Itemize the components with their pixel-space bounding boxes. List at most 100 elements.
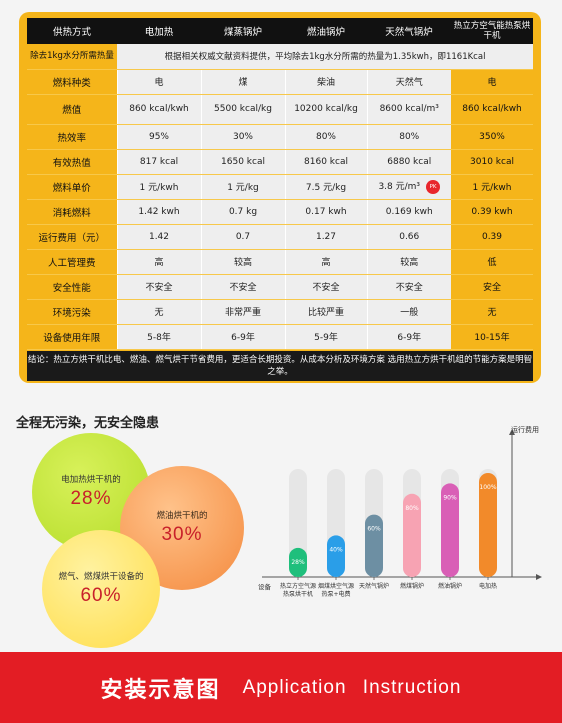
table-header-cell: 热立方空气能热泵烘干机 [451,18,533,44]
table-row: 设备使用年限 5-8年 6-9年 5-9年 6-9年 10-15年 [27,324,533,350]
table-cell: 5500 kcal/kg [200,94,285,125]
table-cell-text: 0.66 [399,231,420,242]
bubble-gas-coal: 燃气、燃煤烘干设备的 60% [42,530,160,648]
table-cell-text: 80% [315,131,336,142]
table-cell-text: 1650 kcal [221,156,265,167]
table-row-label: 除去1kg水分所需热量 [27,44,117,70]
table-row: 安全性能 不安全 不安全 不安全 不安全 安全 [27,274,533,300]
table-cell: 860 kcal/kwh [116,94,201,125]
table-cell: 80% [366,124,451,150]
table-header-row: 供热方式 电加热 煤蒸锅炉 燃油锅炉 天然气锅炉 热立方空气能热泵烘干机 [27,18,533,44]
table-cell-text: 0.39 kwh [471,206,513,217]
table-cell-text: 3.8 元/m³ [378,182,421,193]
table-cell-text: 高 [154,258,164,268]
table-cell-text: 860 kcal/kwh [129,104,189,114]
banner-title-en: Application Instruction [242,676,462,698]
table-cell: 30% [200,124,285,150]
table-cell: 1 元/kwh [451,174,533,200]
table-cell-text: 0.169 kwh [385,206,433,217]
x-tick-label: 烟煤烘空气源热泵+电费 [318,582,354,598]
table-note-row: 除去1kg水分所需热量 根据相关权威文献资料提供，平均除去1kg水分所需的热量为1… [27,44,533,70]
table-cell-text: 不安全 [229,283,257,293]
table-cell: 较高 [366,249,451,275]
bar-value-label: 80% [405,505,419,512]
table-cell: 0.66 [366,224,451,250]
table-cell-text: 无 [487,308,497,318]
table-cell-text: 0.39 [481,231,503,242]
table-cell: 0.7 [200,224,285,250]
table-cell-text: 电 [154,78,164,88]
conclusion-text: 结论：热立方烘干机比电、燃油、燃气烘干节省费用，更适合长期投资。从成本分析及环境… [27,350,533,381]
table-cell-text: 80% [399,131,420,142]
table-cell: 0.7 kg [200,199,285,225]
table-cell-text: 1.27 [315,231,337,242]
table-row: 燃料单价 1 元/kwh 1 元/kg 7.5 元/kg 3.8 元/m³ PK 1 元/k… [27,174,533,200]
table-row: 消耗燃料 1.42 kwh 0.7 kg 0.17 kwh 0.169 kwh 0.39 … [27,199,533,225]
table-cell: 天然气 [366,69,451,95]
table-cell-text: 1.42 kwh [138,206,180,217]
table-cell-text: 5-9年 [314,333,338,343]
table-cell: 高 [284,249,367,275]
bar-value-label: 90% [443,494,457,501]
table-row-label: 安全性能 [27,274,117,300]
bar [289,547,307,577]
table-cell: 1.42 [116,224,201,250]
table-row: 热效率 95% 30% 80% 80% 350% [27,124,533,150]
table-row: 燃料种类 电 煤 柴油 天然气 电 [27,69,533,95]
table-cell-text: 3010 kcal [470,156,514,167]
table-cell-text: 较高 [400,258,419,268]
table-cell-text: 350% [479,131,505,142]
table-cell: 817 kcal [116,149,201,175]
bubble-percent: 30% [161,523,203,545]
x-tick-label: 燃油锅炉 [438,582,462,590]
install-banner: 安装示意图 Application Instruction [0,652,562,723]
bubble-label: 燃油烘干机的 [156,510,208,521]
bar-value-label: 100% [479,484,496,491]
table-cell-text: 电 [487,78,497,88]
table-cell-text: 安全 [482,283,501,293]
table-cell: 5-8年 [116,324,201,350]
table-cell: 高 [116,249,201,275]
table-row-label: 人工管理费 [27,249,117,275]
table-cell: 10-15年 [451,324,533,350]
table-cell: 0.169 kwh [366,199,451,225]
table-cell-text: 高 [321,258,331,268]
table-row-label: 燃料单价 [27,174,117,200]
table-cell-text: 比较严重 [307,308,344,318]
table-cell: 5-9年 [284,324,367,350]
table-header-cell: 燃油锅炉 [285,18,367,44]
table-cell-text: 0.7 [235,231,251,242]
table-row: 环境污染 无 非常严重 比较严重 一般 无 [27,299,533,325]
table-cell-text: 不安全 [145,283,173,293]
banner-title-cn: 安装示意图 [100,677,221,703]
table-note-cell: 根据相关权威文献资料提供，平均除去1kg水分所需的热量为1.35kwh，即116… [117,44,533,70]
table-cell-text: 817 kcal [139,156,179,167]
table-cell-text: 不安全 [312,283,340,293]
table-cell-text: 860 kcal/kwh [462,104,522,114]
table-cell-text: 8600 kcal/m³ [379,104,439,114]
table-cell: 95% [116,124,201,150]
table-cell-text: 1.42 [148,231,170,242]
table-cell: 非常严重 [200,299,285,325]
table-cell-text: 6-9年 [231,333,255,343]
table-cell-text: 较高 [233,258,252,268]
table-cell: 3.8 元/m³ PK [366,174,451,200]
table-row: 运行费用（元） 1.42 0.7 1.27 0.66 0.39 [27,224,533,250]
table-row-label: 消耗燃料 [27,199,117,225]
table-row-label: 热效率 [27,124,117,150]
table-cell-text: 1 元/kg [227,183,259,193]
bar-value-label: 60% [367,526,381,533]
comparison-table-panel: 供热方式 电加热 煤蒸锅炉 燃油锅炉 天然气锅炉 热立方空气能热泵烘干机 除去1kg水分所需… [19,12,541,383]
table-header-cell: 天然气锅炉 [367,18,451,44]
table-cell-text: 5500 kcal/kg [214,104,272,114]
y-axis-label: 运行费用 [511,425,539,434]
table-cell: 6880 kcal [366,149,451,175]
table-cell: 80% [284,124,367,150]
bubble-label: 燃气、燃煤烘干设备的 [58,571,144,582]
table-cell-text: 不安全 [395,283,423,293]
bar [403,493,421,577]
table-row-label: 环境污染 [27,299,117,325]
table-cell-text: 95% [148,131,169,142]
table-cell-text: 0.17 kwh [305,206,347,217]
table-cell: 0.39 kwh [451,199,533,225]
